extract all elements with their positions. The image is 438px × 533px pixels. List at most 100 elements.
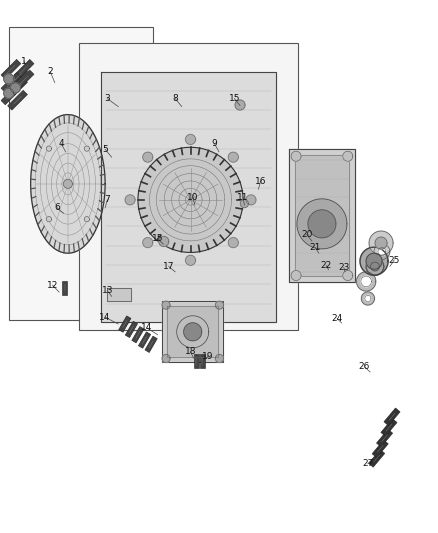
Polygon shape xyxy=(228,152,238,162)
Polygon shape xyxy=(371,262,379,271)
Polygon shape xyxy=(375,237,387,249)
Text: 1: 1 xyxy=(21,57,27,66)
Polygon shape xyxy=(200,354,205,368)
Polygon shape xyxy=(162,354,170,362)
Polygon shape xyxy=(101,72,276,322)
Polygon shape xyxy=(177,316,209,348)
Polygon shape xyxy=(145,336,157,352)
Polygon shape xyxy=(7,90,28,110)
Polygon shape xyxy=(14,59,34,79)
Polygon shape xyxy=(246,195,256,205)
Text: 14: 14 xyxy=(141,324,152,332)
Text: 20: 20 xyxy=(301,230,312,239)
Polygon shape xyxy=(215,354,223,362)
Polygon shape xyxy=(162,301,170,309)
Text: 18: 18 xyxy=(185,348,196,356)
Polygon shape xyxy=(132,327,144,343)
Text: 15: 15 xyxy=(229,94,240,103)
Polygon shape xyxy=(360,247,388,275)
Polygon shape xyxy=(369,449,385,467)
Polygon shape xyxy=(291,151,301,161)
Polygon shape xyxy=(361,292,374,305)
Polygon shape xyxy=(369,231,393,255)
Polygon shape xyxy=(372,440,388,458)
Polygon shape xyxy=(215,301,223,309)
Polygon shape xyxy=(377,429,392,447)
Polygon shape xyxy=(240,199,248,208)
Text: 5: 5 xyxy=(102,145,108,154)
Polygon shape xyxy=(381,418,397,437)
Polygon shape xyxy=(143,152,153,162)
Text: 13: 13 xyxy=(102,286,113,295)
Polygon shape xyxy=(184,323,202,341)
Polygon shape xyxy=(64,180,72,188)
Polygon shape xyxy=(374,244,390,260)
Polygon shape xyxy=(365,295,371,302)
Polygon shape xyxy=(162,301,223,362)
Polygon shape xyxy=(366,258,384,275)
Text: 7: 7 xyxy=(104,196,110,204)
Polygon shape xyxy=(4,88,14,98)
Polygon shape xyxy=(143,238,153,248)
Text: 16: 16 xyxy=(255,177,266,185)
Text: 10: 10 xyxy=(187,193,198,201)
Polygon shape xyxy=(1,72,21,93)
Text: 6: 6 xyxy=(54,204,60,212)
Text: 15: 15 xyxy=(152,235,163,243)
Polygon shape xyxy=(7,78,28,98)
Text: 22: 22 xyxy=(321,261,332,270)
Polygon shape xyxy=(186,134,195,144)
Polygon shape xyxy=(167,306,219,358)
Polygon shape xyxy=(186,255,195,265)
Polygon shape xyxy=(384,408,400,426)
Polygon shape xyxy=(308,210,336,238)
Polygon shape xyxy=(228,238,238,248)
Text: 14: 14 xyxy=(99,313,111,321)
Polygon shape xyxy=(31,115,105,253)
Polygon shape xyxy=(125,321,138,337)
Text: 12: 12 xyxy=(47,281,58,289)
Polygon shape xyxy=(14,70,34,90)
Text: 21: 21 xyxy=(310,244,321,252)
Polygon shape xyxy=(366,253,382,269)
Text: 26: 26 xyxy=(359,362,370,371)
Text: 24: 24 xyxy=(332,314,343,323)
Polygon shape xyxy=(159,237,169,246)
Polygon shape xyxy=(46,146,52,151)
Polygon shape xyxy=(343,151,353,161)
Polygon shape xyxy=(378,248,386,255)
Polygon shape xyxy=(357,272,376,291)
Polygon shape xyxy=(343,270,353,280)
Polygon shape xyxy=(1,59,21,79)
Polygon shape xyxy=(138,332,151,348)
Polygon shape xyxy=(235,100,245,110)
Polygon shape xyxy=(295,155,349,277)
Text: 25: 25 xyxy=(389,256,400,264)
Text: 11: 11 xyxy=(237,193,249,201)
Polygon shape xyxy=(79,43,298,330)
Text: 3: 3 xyxy=(104,94,110,103)
Polygon shape xyxy=(9,27,153,320)
Text: 19: 19 xyxy=(202,352,214,360)
Polygon shape xyxy=(107,288,131,301)
Polygon shape xyxy=(7,67,28,87)
Polygon shape xyxy=(194,354,199,368)
Text: 17: 17 xyxy=(163,262,174,271)
Polygon shape xyxy=(289,149,355,282)
Polygon shape xyxy=(84,146,89,151)
Polygon shape xyxy=(119,316,131,332)
Polygon shape xyxy=(4,74,14,84)
Text: 9: 9 xyxy=(212,140,218,148)
Text: 27: 27 xyxy=(362,459,374,468)
Polygon shape xyxy=(291,270,301,280)
Text: 23: 23 xyxy=(338,263,350,272)
Polygon shape xyxy=(297,199,347,249)
Polygon shape xyxy=(361,276,371,287)
Polygon shape xyxy=(138,147,243,253)
Text: 4: 4 xyxy=(59,140,64,148)
Polygon shape xyxy=(62,281,67,295)
Polygon shape xyxy=(11,83,20,93)
Polygon shape xyxy=(46,216,52,222)
Text: 2: 2 xyxy=(48,68,53,76)
Polygon shape xyxy=(125,195,135,205)
